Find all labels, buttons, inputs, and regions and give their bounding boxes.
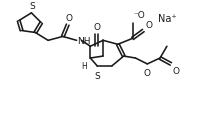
- Text: O: O: [145, 20, 152, 29]
- Text: NH: NH: [78, 36, 91, 45]
- Text: ⁻O: ⁻O: [133, 11, 145, 20]
- Text: H: H: [82, 61, 87, 70]
- Text: S: S: [94, 71, 100, 80]
- Text: O: O: [93, 22, 100, 31]
- Text: Na⁺: Na⁺: [158, 14, 176, 24]
- Text: S: S: [30, 2, 35, 11]
- Text: O: O: [173, 66, 180, 75]
- Text: O: O: [65, 14, 72, 22]
- Text: O: O: [144, 68, 151, 77]
